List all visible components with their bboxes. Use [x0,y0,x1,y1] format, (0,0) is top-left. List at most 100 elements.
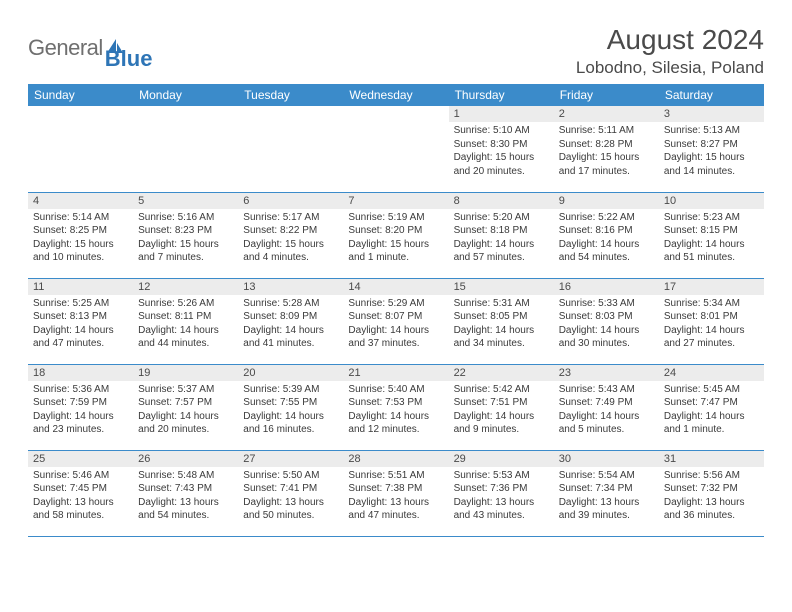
day-number: 4 [28,193,133,209]
sunset-text: Sunset: 7:34 PM [559,482,654,496]
calendar-page: General Blue August 2024 Lobodno, Silesi… [0,0,792,549]
calendar-week: 11Sunrise: 5:25 AMSunset: 8:13 PMDayligh… [28,278,764,364]
day-detail: Sunrise: 5:10 AMSunset: 8:30 PMDaylight:… [449,122,554,182]
day-cell: 3Sunrise: 5:13 AMSunset: 8:27 PMDaylight… [659,106,764,192]
sunrise-text: Sunrise: 5:10 AM [454,124,549,138]
sunrise-text: Sunrise: 5:43 AM [559,383,654,397]
day-number: 15 [449,279,554,295]
sunrise-text: Sunrise: 5:22 AM [559,211,654,225]
sunrise-text: Sunrise: 5:28 AM [243,297,338,311]
day-cell: 1Sunrise: 5:10 AMSunset: 8:30 PMDaylight… [449,106,554,192]
daylight-text: Daylight: 14 hours and 41 minutes. [243,324,338,351]
day-number: 12 [133,279,238,295]
day-cell: . [133,106,238,192]
daylight-text: Daylight: 14 hours and 34 minutes. [454,324,549,351]
day-cell: 6Sunrise: 5:17 AMSunset: 8:22 PMDaylight… [238,192,343,278]
day-cell: 21Sunrise: 5:40 AMSunset: 7:53 PMDayligh… [343,364,448,450]
day-number: 26 [133,451,238,467]
day-number: 6 [238,193,343,209]
day-detail: Sunrise: 5:26 AMSunset: 8:11 PMDaylight:… [133,295,238,355]
calendar-body: ....1Sunrise: 5:10 AMSunset: 8:30 PMDayl… [28,106,764,536]
sunset-text: Sunset: 7:47 PM [664,396,759,410]
day-cell: 18Sunrise: 5:36 AMSunset: 7:59 PMDayligh… [28,364,133,450]
daylight-text: Daylight: 14 hours and 57 minutes. [454,238,549,265]
day-detail: Sunrise: 5:25 AMSunset: 8:13 PMDaylight:… [28,295,133,355]
sunrise-text: Sunrise: 5:17 AM [243,211,338,225]
day-detail: Sunrise: 5:37 AMSunset: 7:57 PMDaylight:… [133,381,238,441]
dow-sunday: Sunday [28,84,133,106]
daylight-text: Daylight: 14 hours and 5 minutes. [559,410,654,437]
calendar-week: ....1Sunrise: 5:10 AMSunset: 8:30 PMDayl… [28,106,764,192]
day-cell: 26Sunrise: 5:48 AMSunset: 7:43 PMDayligh… [133,450,238,536]
day-cell: 19Sunrise: 5:37 AMSunset: 7:57 PMDayligh… [133,364,238,450]
location: Lobodno, Silesia, Poland [576,58,764,78]
day-number: 18 [28,365,133,381]
day-detail: Sunrise: 5:53 AMSunset: 7:36 PMDaylight:… [449,467,554,527]
day-of-week-row: Sunday Monday Tuesday Wednesday Thursday… [28,84,764,106]
daylight-text: Daylight: 14 hours and 47 minutes. [33,324,128,351]
daylight-text: Daylight: 15 hours and 14 minutes. [664,151,759,178]
day-detail: Sunrise: 5:45 AMSunset: 7:47 PMDaylight:… [659,381,764,441]
day-detail: Sunrise: 5:17 AMSunset: 8:22 PMDaylight:… [238,209,343,269]
sunrise-text: Sunrise: 5:23 AM [664,211,759,225]
sunset-text: Sunset: 8:23 PM [138,224,233,238]
day-cell: 25Sunrise: 5:46 AMSunset: 7:45 PMDayligh… [28,450,133,536]
day-cell: . [28,106,133,192]
dow-monday: Monday [133,84,238,106]
day-detail: Sunrise: 5:16 AMSunset: 8:23 PMDaylight:… [133,209,238,269]
sunset-text: Sunset: 7:38 PM [348,482,443,496]
calendar-week: 18Sunrise: 5:36 AMSunset: 7:59 PMDayligh… [28,364,764,450]
sunrise-text: Sunrise: 5:54 AM [559,469,654,483]
day-cell: 12Sunrise: 5:26 AMSunset: 8:11 PMDayligh… [133,278,238,364]
day-number: 5 [133,193,238,209]
day-detail: Sunrise: 5:48 AMSunset: 7:43 PMDaylight:… [133,467,238,527]
day-cell: 14Sunrise: 5:29 AMSunset: 8:07 PMDayligh… [343,278,448,364]
logo: General Blue [28,24,152,72]
day-number: 29 [449,451,554,467]
daylight-text: Daylight: 13 hours and 39 minutes. [559,496,654,523]
day-detail: Sunrise: 5:54 AMSunset: 7:34 PMDaylight:… [554,467,659,527]
daylight-text: Daylight: 14 hours and 23 minutes. [33,410,128,437]
sunrise-text: Sunrise: 5:56 AM [664,469,759,483]
daylight-text: Daylight: 14 hours and 9 minutes. [454,410,549,437]
day-detail: Sunrise: 5:56 AMSunset: 7:32 PMDaylight:… [659,467,764,527]
sunset-text: Sunset: 8:28 PM [559,138,654,152]
day-number: 23 [554,365,659,381]
day-cell: 13Sunrise: 5:28 AMSunset: 8:09 PMDayligh… [238,278,343,364]
sunset-text: Sunset: 8:27 PM [664,138,759,152]
sunset-text: Sunset: 8:07 PM [348,310,443,324]
day-cell: 20Sunrise: 5:39 AMSunset: 7:55 PMDayligh… [238,364,343,450]
day-cell: 2Sunrise: 5:11 AMSunset: 8:28 PMDaylight… [554,106,659,192]
day-number: 20 [238,365,343,381]
sunrise-text: Sunrise: 5:37 AM [138,383,233,397]
day-number: 25 [28,451,133,467]
daylight-text: Daylight: 14 hours and 44 minutes. [138,324,233,351]
day-number: 8 [449,193,554,209]
sunset-text: Sunset: 8:20 PM [348,224,443,238]
day-number: 22 [449,365,554,381]
daylight-text: Daylight: 13 hours and 50 minutes. [243,496,338,523]
day-cell: 4Sunrise: 5:14 AMSunset: 8:25 PMDaylight… [28,192,133,278]
day-cell: 24Sunrise: 5:45 AMSunset: 7:47 PMDayligh… [659,364,764,450]
day-cell: 7Sunrise: 5:19 AMSunset: 8:20 PMDaylight… [343,192,448,278]
daylight-text: Daylight: 14 hours and 51 minutes. [664,238,759,265]
sunrise-text: Sunrise: 5:36 AM [33,383,128,397]
day-cell: 15Sunrise: 5:31 AMSunset: 8:05 PMDayligh… [449,278,554,364]
day-number: 19 [133,365,238,381]
day-detail: Sunrise: 5:50 AMSunset: 7:41 PMDaylight:… [238,467,343,527]
sunrise-text: Sunrise: 5:25 AM [33,297,128,311]
day-cell: 10Sunrise: 5:23 AMSunset: 8:15 PMDayligh… [659,192,764,278]
sunset-text: Sunset: 7:32 PM [664,482,759,496]
dow-wednesday: Wednesday [343,84,448,106]
logo-text-gray: General [28,35,103,61]
sunset-text: Sunset: 7:59 PM [33,396,128,410]
sunrise-text: Sunrise: 5:48 AM [138,469,233,483]
daylight-text: Daylight: 15 hours and 17 minutes. [559,151,654,178]
day-detail: Sunrise: 5:29 AMSunset: 8:07 PMDaylight:… [343,295,448,355]
daylight-text: Daylight: 15 hours and 10 minutes. [33,238,128,265]
month-title: August 2024 [576,24,764,56]
day-detail: Sunrise: 5:36 AMSunset: 7:59 PMDaylight:… [28,381,133,441]
sunset-text: Sunset: 8:18 PM [454,224,549,238]
sunset-text: Sunset: 7:53 PM [348,396,443,410]
day-number: 1 [449,106,554,122]
